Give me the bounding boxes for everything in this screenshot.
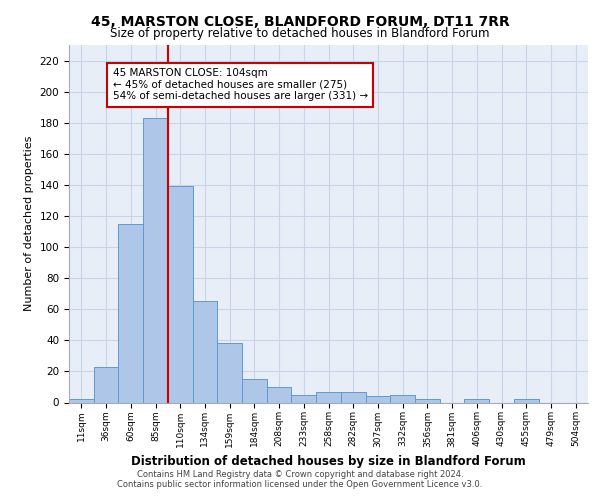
Text: Contains public sector information licensed under the Open Government Licence v3: Contains public sector information licen… xyxy=(118,480,482,489)
Bar xyxy=(415,400,440,402)
Text: Contains HM Land Registry data © Crown copyright and database right 2024.: Contains HM Land Registry data © Crown c… xyxy=(137,470,463,479)
Bar xyxy=(390,394,415,402)
Bar xyxy=(267,387,292,402)
Text: 45 MARSTON CLOSE: 104sqm
← 45% of detached houses are smaller (275)
54% of semi-: 45 MARSTON CLOSE: 104sqm ← 45% of detach… xyxy=(113,68,368,102)
Bar xyxy=(118,224,143,402)
Bar xyxy=(292,394,316,402)
Bar xyxy=(341,392,365,402)
Bar xyxy=(365,396,390,402)
Bar xyxy=(193,302,217,402)
Bar xyxy=(69,400,94,402)
Bar xyxy=(464,400,489,402)
Bar xyxy=(242,379,267,402)
Bar xyxy=(316,392,341,402)
Bar xyxy=(143,118,168,403)
Bar xyxy=(94,367,118,402)
Bar xyxy=(217,344,242,402)
Bar xyxy=(168,186,193,402)
X-axis label: Distribution of detached houses by size in Blandford Forum: Distribution of detached houses by size … xyxy=(131,455,526,468)
Text: 45, MARSTON CLOSE, BLANDFORD FORUM, DT11 7RR: 45, MARSTON CLOSE, BLANDFORD FORUM, DT11… xyxy=(91,15,509,29)
Bar xyxy=(514,400,539,402)
Y-axis label: Number of detached properties: Number of detached properties xyxy=(24,136,34,312)
Text: Size of property relative to detached houses in Blandford Forum: Size of property relative to detached ho… xyxy=(110,28,490,40)
